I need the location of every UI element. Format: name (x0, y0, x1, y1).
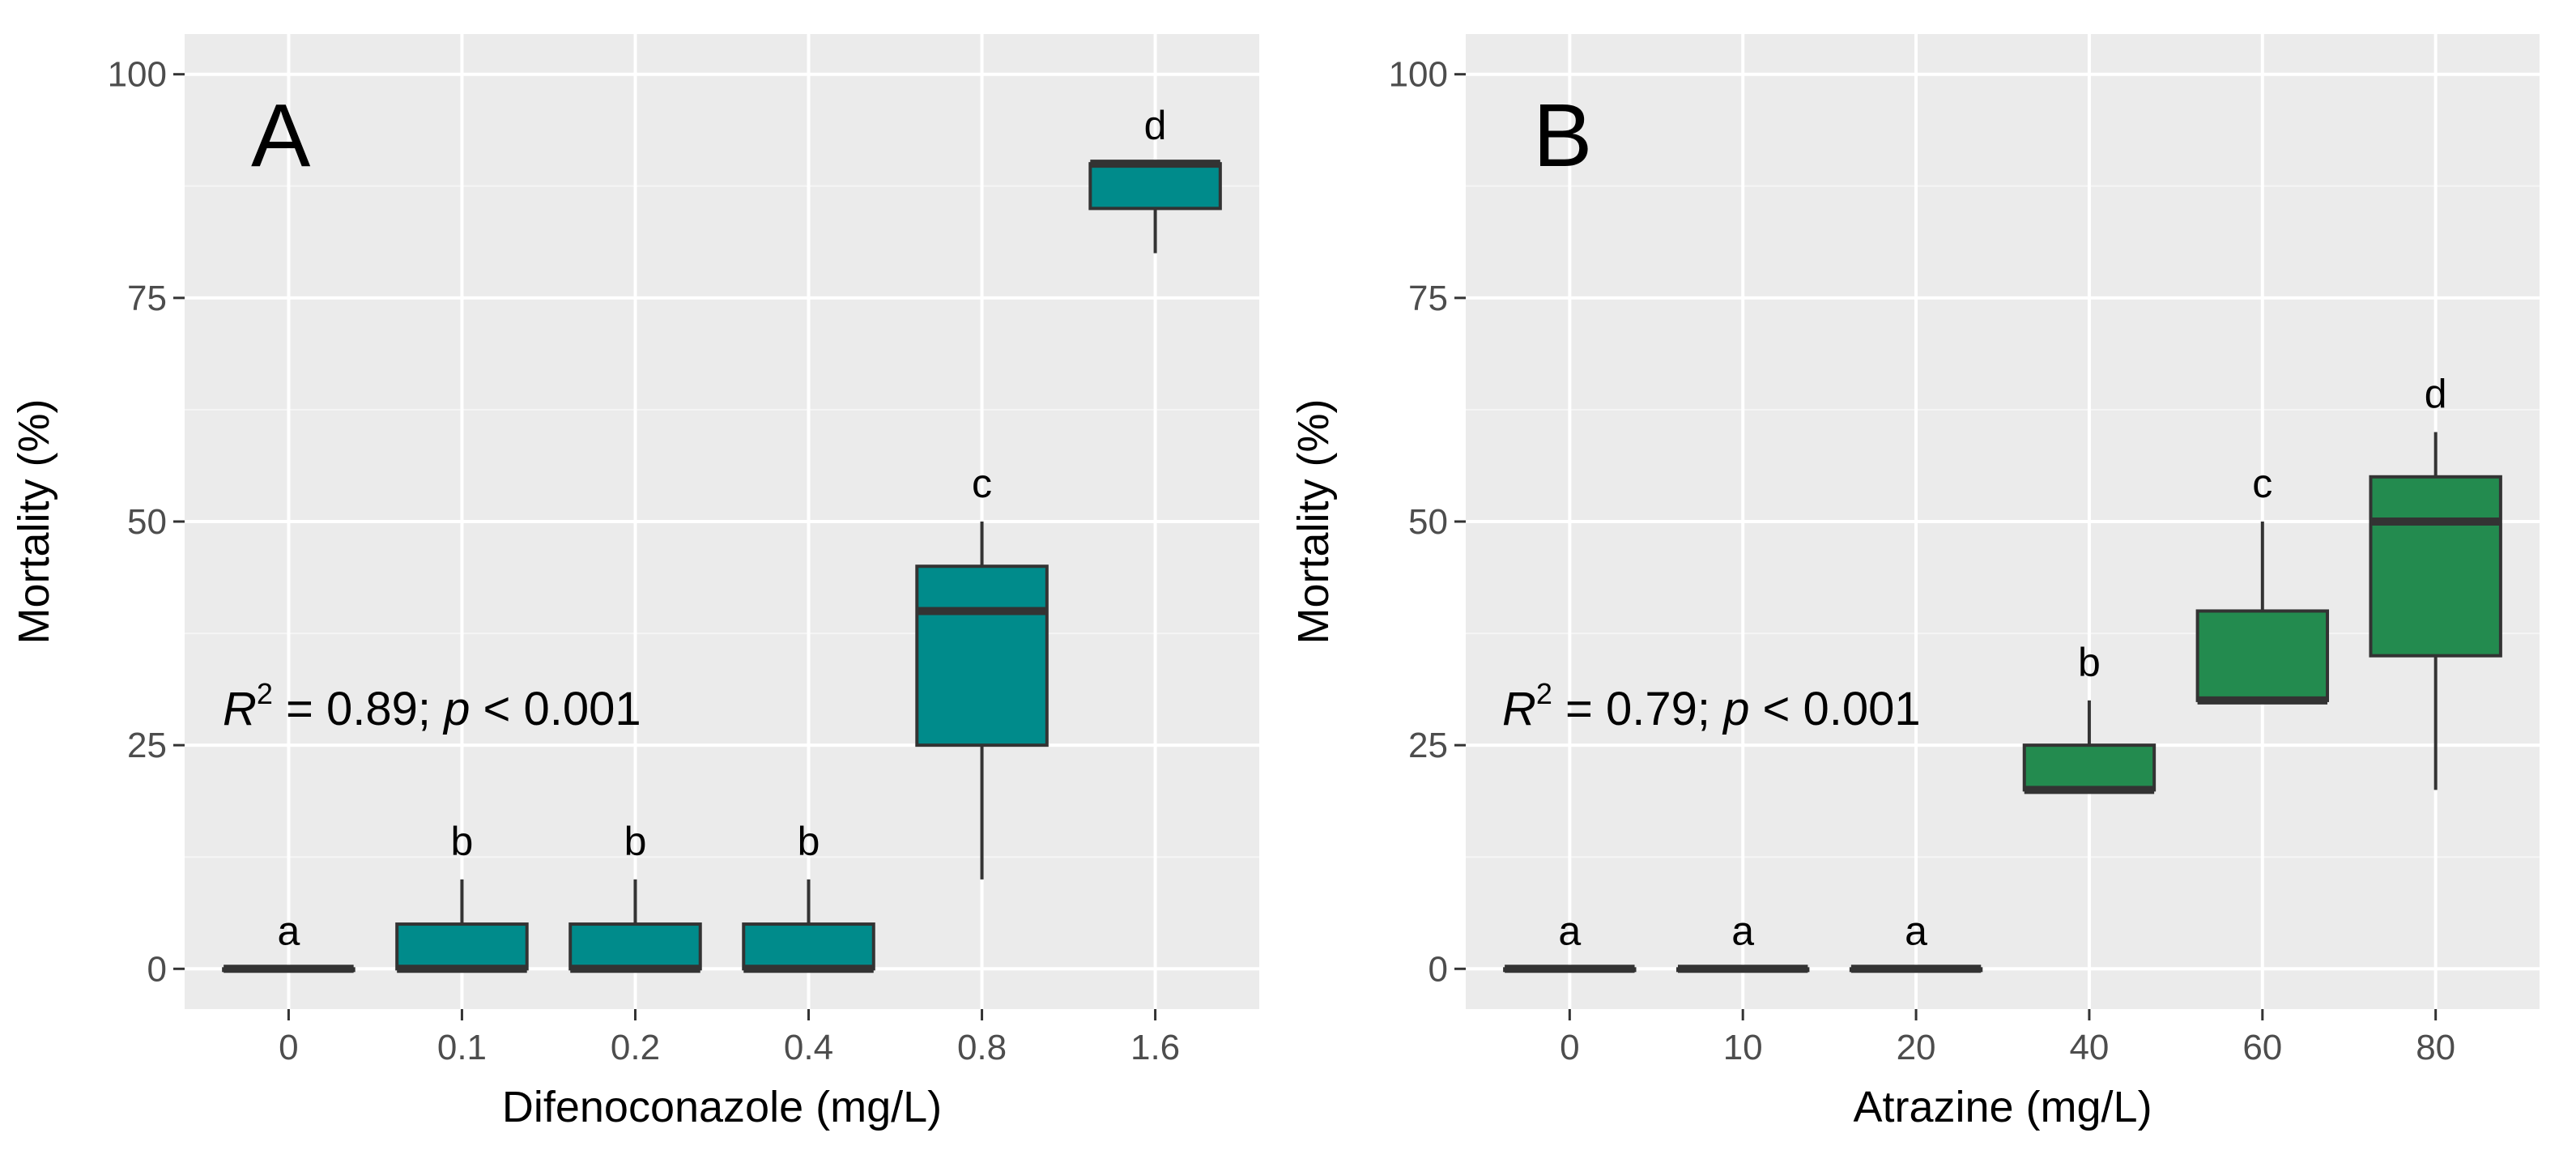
box-body (915, 564, 1049, 748)
panel-b: 0 25 50 75 100 0 10 20 40 60 80 a a a b c d B R2 = 0.79; p… (1289, 34, 2540, 1131)
group-letter: a (1731, 908, 1754, 953)
x-tick-label: 0.8 (957, 1028, 1007, 1067)
r-squared-symbol: R (1502, 683, 1536, 735)
panel-label: B (1533, 86, 1592, 185)
box-body (2022, 743, 2157, 792)
y-tick-label: 100 (108, 55, 167, 95)
box-3 (742, 879, 875, 973)
x-tick-label: 0.2 (611, 1028, 660, 1067)
x-tick-label: 60 (2242, 1028, 2282, 1067)
box-5 (1088, 160, 1222, 253)
x-tick-label: 0 (279, 1028, 298, 1067)
x-tick-label: 80 (2416, 1028, 2455, 1067)
p-symbol: p (442, 683, 470, 735)
group-letter: c (972, 461, 992, 506)
x-tick-label: 10 (1723, 1028, 1763, 1067)
y-tick-label: 25 (127, 726, 167, 765)
group-letter: b (451, 819, 474, 864)
y-tick-label: 100 (1389, 55, 1448, 95)
group-letter: c (2252, 461, 2272, 506)
x-tick-label: 0.1 (437, 1028, 487, 1067)
group-letter: b (798, 819, 820, 864)
group-letter: d (1144, 103, 1167, 148)
group-letter: a (1558, 908, 1581, 953)
r-squared-value: = 0.79; (1552, 683, 1723, 735)
y-tick-label: 75 (127, 279, 167, 318)
box-body (2195, 609, 2330, 702)
box-4 (915, 522, 1049, 880)
r-squared-value: = 0.89; (273, 683, 444, 735)
box-body (1088, 162, 1222, 211)
y-axis-title: Mortality (%) (1289, 398, 1338, 644)
group-letter: b (624, 819, 647, 864)
box-0 (1503, 965, 1637, 973)
group-letter: d (2425, 372, 2447, 417)
p-value: < 0.001 (470, 683, 641, 735)
y-tick-label: 25 (1408, 726, 1448, 765)
y-tick-label: 75 (1408, 279, 1448, 318)
y-tick-label: 50 (127, 502, 167, 542)
box-body (568, 922, 702, 971)
box-1 (1675, 965, 1810, 973)
box-body (395, 922, 529, 971)
panel-label: A (251, 86, 311, 185)
x-tick-label: 20 (1897, 1028, 1936, 1067)
stat-annotation: R2 = 0.89; p < 0.001 (223, 677, 641, 735)
x-tick-label: 0.4 (784, 1028, 833, 1067)
r-squared-superscript: 2 (1536, 677, 1552, 710)
group-letter: b (2078, 640, 2101, 685)
p-value: < 0.001 (1749, 683, 1920, 735)
p-symbol: p (1722, 683, 1749, 735)
stat-annotation: R2 = 0.79; p < 0.001 (1502, 677, 1921, 735)
y-tick-label: 50 (1408, 502, 1448, 542)
x-axis-title: Atrazine (mg/L) (1853, 1083, 2152, 1131)
box-5 (2369, 432, 2502, 790)
panel-a: 0 25 50 75 100 0 0.1 0.2 0.4 0.8 1.6 a b b b c d A R2 = 0.… (10, 34, 1259, 1131)
x-axis-title: Difenoconazole (mg/L) (502, 1083, 942, 1131)
r-squared-superscript: 2 (257, 677, 273, 710)
x-tick-label: 40 (2069, 1028, 2109, 1067)
box-1 (395, 879, 529, 973)
box-body (2369, 475, 2502, 658)
group-letter: a (1905, 908, 1927, 953)
x-tick-label: 0 (1560, 1028, 1579, 1067)
x-tick-label: 1.6 (1130, 1028, 1180, 1067)
box-body (742, 922, 875, 971)
y-tick-label: 0 (147, 949, 167, 989)
y-axis-title: Mortality (%) (10, 398, 58, 644)
box-3 (2022, 700, 2157, 794)
r-squared-symbol: R (223, 683, 257, 735)
box-0 (222, 965, 356, 973)
box-2 (568, 879, 702, 973)
box-4 (2195, 522, 2330, 705)
group-letter: a (278, 908, 300, 953)
y-tick-label: 0 (1429, 949, 1448, 989)
box-2 (1849, 965, 1983, 973)
